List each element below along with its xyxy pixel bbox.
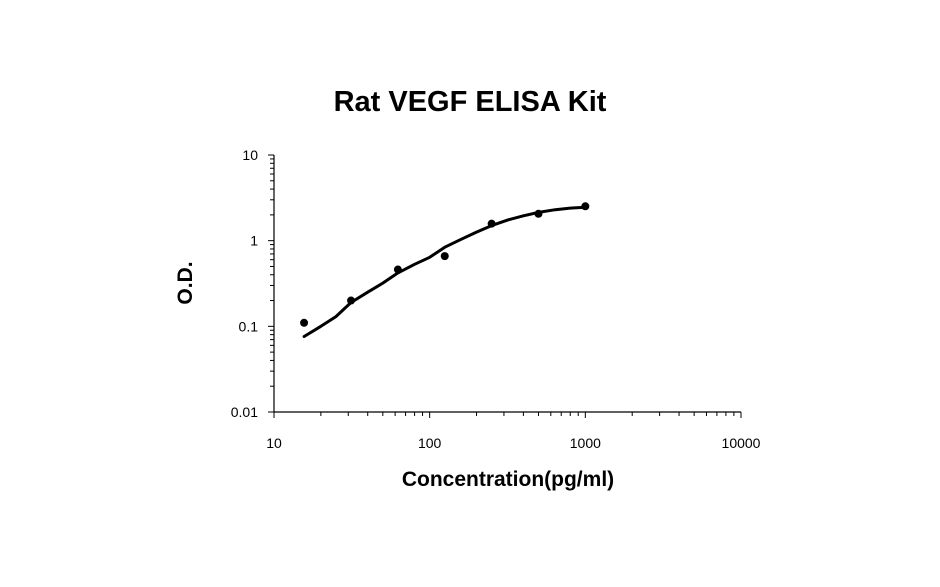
fit-curve <box>302 205 587 338</box>
data-point <box>393 265 402 274</box>
data-point <box>581 202 590 211</box>
y-tick-label: 0.01 <box>231 404 258 420</box>
y-tick-label: 1 <box>250 233 258 249</box>
data-point <box>440 252 449 261</box>
data-point <box>347 296 356 305</box>
x-tick-label: 10000 <box>722 435 761 451</box>
data-point <box>487 219 496 228</box>
x-tick-label: 100 <box>418 435 442 451</box>
x-tick-label: 1000 <box>570 435 601 451</box>
y-tick-label: 0.1 <box>239 318 259 334</box>
y-tick-label: 10 <box>242 147 258 163</box>
y-axis-label: O.D. <box>174 261 197 305</box>
chart-title: Rat VEGF ELISA Kit <box>333 86 607 118</box>
data-point <box>300 318 309 327</box>
data-point <box>534 209 543 218</box>
x-axis-label: Concentration(pg/ml) <box>401 468 615 491</box>
x-tick-label: 10 <box>266 435 282 451</box>
